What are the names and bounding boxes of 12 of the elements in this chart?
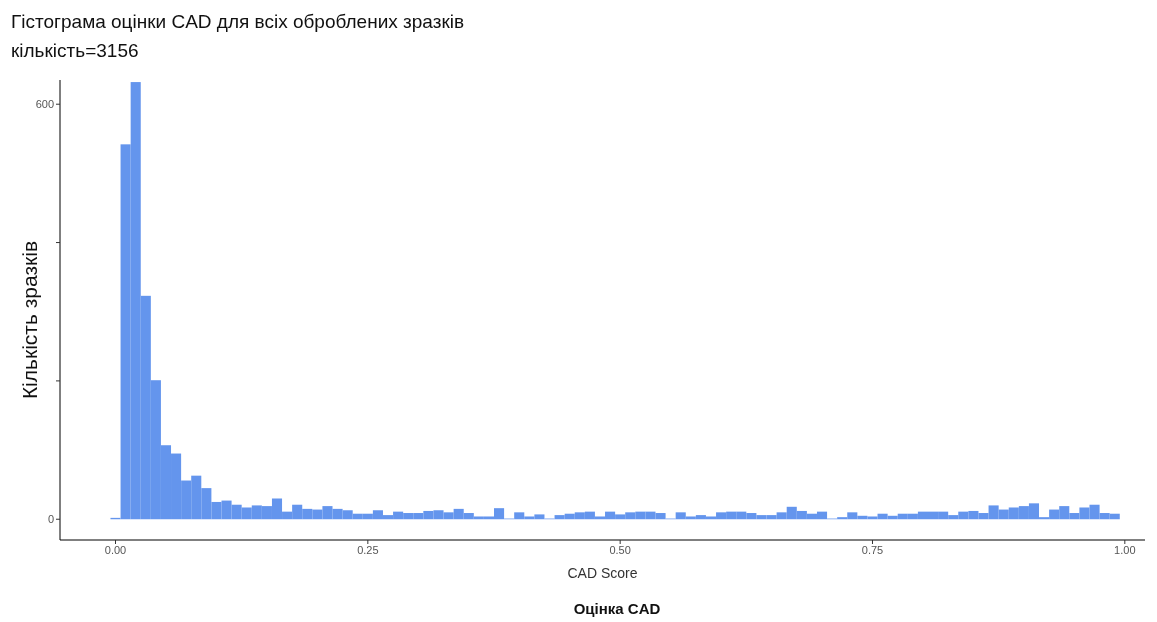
y-tick-label: 600 [35,98,54,111]
x-tick-label: 0.00 [104,543,127,556]
y-axis-title: Кількість зразків [18,240,42,400]
chart-title: Гістограма оцінки CAD для всіх оброблених зразків [11,10,465,34]
x-tick-label: 1.00 [1114,543,1136,556]
x-axis-title: CAD Score [567,565,638,581]
chart-subtitle: кількість=3156 [11,39,140,63]
x-tick-label: 0.25 [357,543,379,556]
y-tick-label: 0 [47,513,54,526]
text: Оцінка CAD [572,600,662,617]
x-tick-label: 0.50 [609,543,631,556]
x-tick-label: 0.75 [861,543,884,556]
